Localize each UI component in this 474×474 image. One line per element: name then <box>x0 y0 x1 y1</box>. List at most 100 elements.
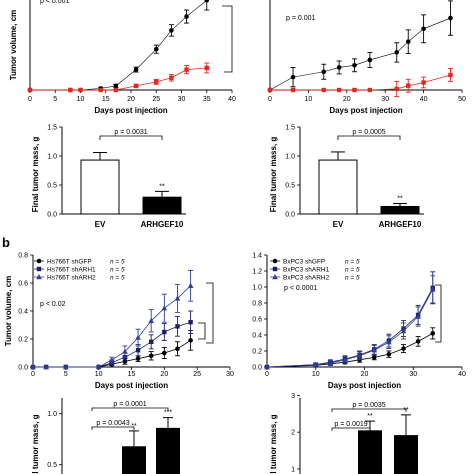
x-axis-title: Days post injection <box>95 381 168 390</box>
p-value-label: p < 0.0001 <box>284 285 317 292</box>
data-point <box>162 350 167 356</box>
significance-stars: ** <box>367 413 373 420</box>
data-point <box>400 328 407 334</box>
data-point <box>264 364 270 370</box>
significance-stars: ** <box>397 196 403 203</box>
bar <box>80 159 120 215</box>
x-tick-label: 0 <box>31 371 35 378</box>
y-tick-label: 1.5 <box>47 125 57 132</box>
data-point <box>336 87 342 93</box>
data-point <box>113 87 119 93</box>
y-tick-label: 0.0 <box>285 212 295 219</box>
data-point <box>148 353 154 359</box>
data-point <box>321 87 326 93</box>
data-point <box>367 57 373 63</box>
legend-n: n = 5 <box>345 274 360 281</box>
x-tick-label: 30 <box>226 371 234 378</box>
x-tick-label: 5 <box>53 96 57 103</box>
significance-bracket <box>222 5 233 73</box>
x-tick-label: 25 <box>193 371 201 378</box>
legend-n: n = 5 <box>345 266 360 273</box>
series-1 <box>267 68 453 97</box>
data-point <box>188 338 193 343</box>
y-tick-label: 1.0 <box>252 285 262 292</box>
series-line <box>270 74 451 91</box>
significance-stars: ** <box>159 183 165 190</box>
x-tick-label: 20 <box>160 371 168 378</box>
p-value-label: p = 0.001 <box>286 15 315 22</box>
legend-n: n = 5 <box>110 258 125 265</box>
data-point <box>421 80 426 85</box>
legend-marker <box>272 274 278 280</box>
data-point <box>154 79 159 85</box>
data-point <box>135 334 141 340</box>
y-tick-label: 0.0 <box>252 365 262 372</box>
data-point <box>188 320 193 325</box>
data-point <box>204 0 210 3</box>
series-0 <box>267 0 453 93</box>
data-point <box>336 65 342 70</box>
data-point <box>415 313 421 319</box>
data-point <box>367 87 373 93</box>
significance-stars: ** <box>131 423 137 430</box>
x-tick-label: 40 <box>420 96 428 103</box>
series-line <box>30 67 207 91</box>
x-tick-label: 0 <box>265 371 269 378</box>
data-point <box>394 50 400 55</box>
chart-a3: 0.0 0.5 1.0 1.5 Final tumor mass, g EV ARHGEF1… <box>31 125 186 229</box>
data-point <box>98 87 103 93</box>
x-tick-label: 0 <box>28 96 32 103</box>
x-tick-label: 15 <box>128 371 136 378</box>
chart-b2: 0 10 20 30 40 0.0 0.2 0.4 0.6 0.8 1.0 1.2 1.4 Days po… <box>252 253 466 391</box>
y-tick-label: 2 <box>291 430 295 437</box>
y-tick-label: 1.0 <box>47 411 57 418</box>
series-line <box>269 17 451 91</box>
y-axis-title: Tumor volume, cm <box>4 276 13 347</box>
x-tick-label: 30 <box>409 371 417 378</box>
x-tick-label: 20 <box>361 371 369 378</box>
p-value-label: p = 0.0043 <box>96 420 129 427</box>
series-line <box>266 333 433 368</box>
series-bxpc3-sharh2 <box>264 275 436 370</box>
data-point <box>169 75 174 80</box>
x-tick-label: 30 <box>178 96 186 103</box>
y-axis-title: Final tumor mass, g <box>31 137 40 213</box>
chart-a1: 0 5 10 15 20 25 30 35 40 Days post injection Tumor… <box>9 0 236 115</box>
y-tick-label: 0.6 <box>18 281 28 288</box>
data-point <box>429 286 436 292</box>
data-point <box>401 346 406 351</box>
x-tick-label: 5 <box>64 371 68 378</box>
bar <box>318 159 358 215</box>
bar <box>394 435 418 474</box>
data-point <box>342 356 348 362</box>
data-point <box>148 317 154 323</box>
x-tick-label: 20 <box>127 96 135 103</box>
legend-label: Hs766T shARH1 <box>47 266 96 273</box>
chart-b1: 0 5 10 15 20 25 30 0.0 0.2 0.4 0.6 0.8 Days post inj… <box>4 253 234 391</box>
y-tick-label: 1 <box>291 466 295 473</box>
data-point <box>290 87 296 93</box>
x-tick-label: 40 <box>458 371 466 378</box>
data-point <box>27 87 33 93</box>
y-tick-label: 0.5 <box>47 462 57 469</box>
data-point <box>405 39 411 44</box>
data-point <box>327 360 334 366</box>
legend-n: n = 5 <box>110 266 125 273</box>
y-tick-label: 1.5 <box>285 125 295 132</box>
p-value-bracket <box>91 407 169 411</box>
significance-bracket <box>435 284 442 343</box>
data-point <box>109 357 115 363</box>
x-tick-label: 40 <box>228 96 236 103</box>
p-value-label: p = 0.0001 <box>113 401 146 408</box>
p-value-bracket <box>99 135 163 140</box>
y-tick-label: 0.5 <box>47 183 57 190</box>
y-axis-title: l tumor mass, g <box>269 414 278 473</box>
series-line <box>266 287 434 368</box>
data-point <box>312 361 319 367</box>
y-tick-label: 1.4 <box>252 253 262 260</box>
data-point <box>174 295 181 301</box>
data-point <box>133 83 139 89</box>
data-point <box>63 364 69 370</box>
